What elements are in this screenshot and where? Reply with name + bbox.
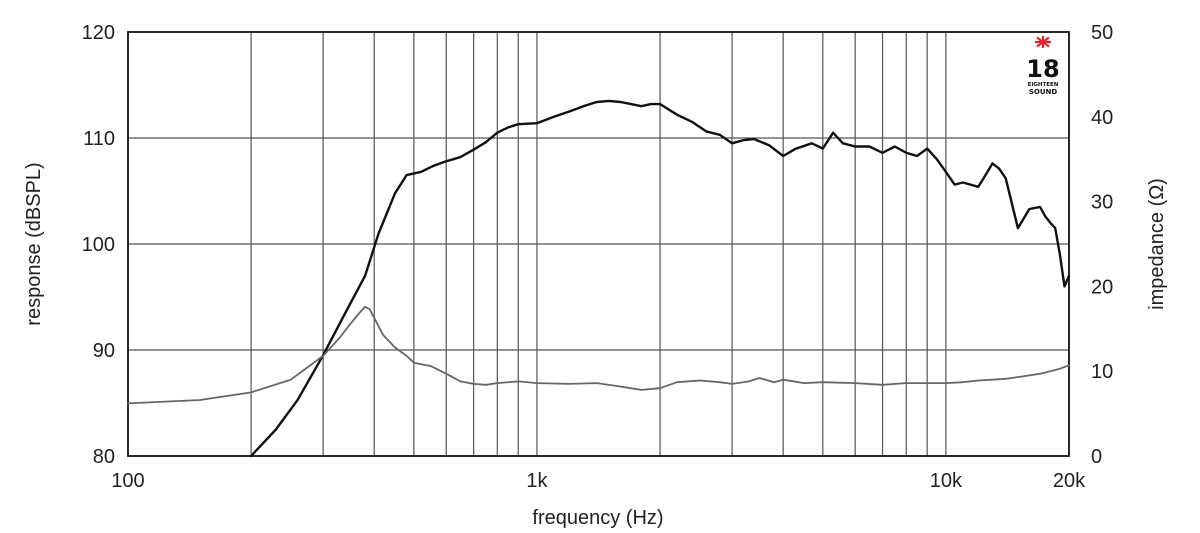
y-tick-label-0: 80 xyxy=(93,446,115,468)
x-tick-label-2: 10k xyxy=(930,470,963,492)
brand-logo: 18 EIGHTEEN SOUND xyxy=(1026,36,1060,96)
logo-line2: SOUND xyxy=(1029,88,1058,96)
y-tick-label-3: 110 xyxy=(83,128,115,150)
y2-axis-title: impedance (Ω) xyxy=(1146,178,1168,310)
y2-tick-label-5: 50 xyxy=(1091,22,1113,44)
logo-line1: EIGHTEEN xyxy=(1028,82,1059,88)
response-line xyxy=(249,99,1071,458)
series-layer xyxy=(127,99,1071,458)
logo-number: 18 xyxy=(1026,55,1059,83)
y-tick-label-4: 120 xyxy=(82,22,115,44)
x-tick-label-1: 1k xyxy=(526,470,548,492)
y2-tick-label-3: 30 xyxy=(1091,192,1113,214)
y2-tick-label-4: 40 xyxy=(1091,107,1113,129)
y2-tick-label-1: 10 xyxy=(1091,361,1113,383)
plot-frame xyxy=(127,31,1070,457)
y-tick-label-1: 90 xyxy=(93,340,115,362)
x-tick-label-3: 20k xyxy=(1053,470,1086,492)
y-tick-label-2: 100 xyxy=(82,234,115,256)
y2-tick-label-0: 0 xyxy=(1091,446,1102,468)
x-axis-title: frequency (Hz) xyxy=(532,507,663,529)
star-icon xyxy=(1035,36,1051,48)
y2-tick-label-2: 20 xyxy=(1091,276,1113,298)
x-tick-label-0: 100 xyxy=(111,470,144,492)
y-axis-title: response (dBSPL) xyxy=(23,162,45,325)
grid xyxy=(128,32,1069,456)
impedance-line xyxy=(127,305,1070,405)
tick-labels: 100 1k 10k 20k 80 90 100 110 120 0 10 20 30 40 50 xyxy=(82,22,1114,492)
